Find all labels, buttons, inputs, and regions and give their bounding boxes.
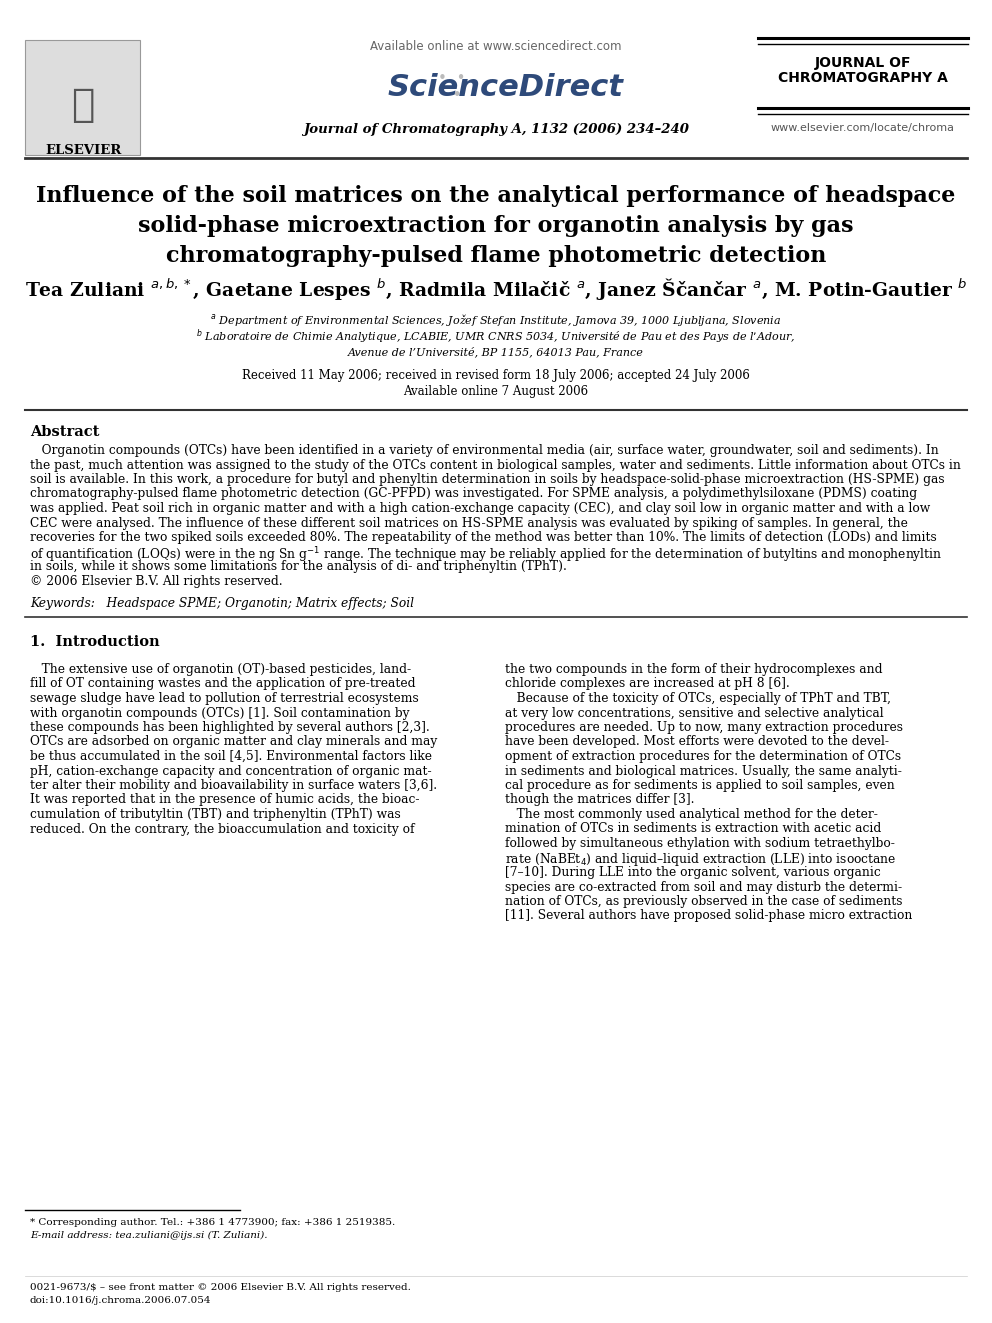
Text: recoveries for the two spiked soils exceeded 80%. The repeatability of the metho: recoveries for the two spiked soils exce… — [30, 531, 936, 544]
Text: Tea Zuliani $^{a,b,*}$, Gaetane Lespes $^{b}$, Radmila Milačič $^{a}$, Janez Šča: Tea Zuliani $^{a,b,*}$, Gaetane Lespes $… — [25, 277, 967, 303]
Text: chromatography-pulsed flame photometric detection (GC-PFPD) was investigated. Fo: chromatography-pulsed flame photometric … — [30, 487, 918, 500]
Text: [7–10]. During LLE into the organic solvent, various organic: [7–10]. During LLE into the organic solv… — [505, 867, 881, 878]
Text: fill of OT containing wastes and the application of pre-treated: fill of OT containing wastes and the app… — [30, 677, 416, 691]
Text: •  •
  •: • • • — [438, 71, 466, 103]
Text: CHROMATOGRAPHY A: CHROMATOGRAPHY A — [778, 71, 948, 85]
Text: ScienceDirect: ScienceDirect — [388, 74, 624, 102]
Text: CEC were analysed. The influence of these different soil matrices on HS-SPME ana: CEC were analysed. The influence of thes… — [30, 516, 908, 529]
Text: opment of extraction procedures for the determination of OTCs: opment of extraction procedures for the … — [505, 750, 901, 763]
Text: www.elsevier.com/locate/chroma: www.elsevier.com/locate/chroma — [771, 123, 955, 134]
Text: be thus accumulated in the soil [4,5]. Environmental factors like: be thus accumulated in the soil [4,5]. E… — [30, 750, 432, 763]
Text: * Corresponding author. Tel.: +386 1 4773900; fax: +386 1 2519385.: * Corresponding author. Tel.: +386 1 477… — [30, 1218, 395, 1226]
Text: 1.  Introduction: 1. Introduction — [30, 635, 160, 650]
Text: ter alter their mobility and bioavailability in surface waters [3,6].: ter alter their mobility and bioavailabi… — [30, 779, 437, 792]
Text: doi:10.1016/j.chroma.2006.07.054: doi:10.1016/j.chroma.2006.07.054 — [30, 1297, 211, 1304]
Text: at very low concentrations, sensitive and selective analytical: at very low concentrations, sensitive an… — [505, 706, 884, 720]
Text: in soils, while it shows some limitations for the analysis of di- and triphenylt: in soils, while it shows some limitation… — [30, 560, 566, 573]
Text: of quantification (LOQs) were in the ng Sn g$^{-1}$ range. The technique may be : of quantification (LOQs) were in the ng … — [30, 545, 942, 565]
Text: Received 11 May 2006; received in revised form 18 July 2006; accepted 24 July 20: Received 11 May 2006; received in revise… — [242, 369, 750, 382]
Text: Available online 7 August 2006: Available online 7 August 2006 — [404, 385, 588, 397]
Text: rate (NaBEt$_{4}$) and liquid–liquid extraction (LLE) into isooctane: rate (NaBEt$_{4}$) and liquid–liquid ext… — [505, 852, 897, 868]
Text: species are co-extracted from soil and may disturb the determi-: species are co-extracted from soil and m… — [505, 881, 902, 893]
Text: mination of OTCs in sediments is extraction with acetic acid: mination of OTCs in sediments is extract… — [505, 823, 881, 836]
Text: Abstract: Abstract — [30, 425, 99, 439]
Text: procedures are needed. Up to now, many extraction procedures: procedures are needed. Up to now, many e… — [505, 721, 903, 734]
Text: Organotin compounds (OTCs) have been identified in a variety of environmental me: Organotin compounds (OTCs) have been ide… — [30, 445, 938, 456]
Text: Available online at www.sciencedirect.com: Available online at www.sciencedirect.co… — [370, 41, 622, 53]
Text: The extensive use of organotin (OT)-based pesticides, land-: The extensive use of organotin (OT)-base… — [30, 663, 411, 676]
Text: sewage sludge have lead to pollution of terrestrial ecosystems: sewage sludge have lead to pollution of … — [30, 692, 419, 705]
Text: 0021-9673/$ – see front matter © 2006 Elsevier B.V. All rights reserved.: 0021-9673/$ – see front matter © 2006 El… — [30, 1283, 411, 1293]
Text: chromatography-pulsed flame photometric detection: chromatography-pulsed flame photometric … — [166, 245, 826, 267]
Text: though the matrices differ [3].: though the matrices differ [3]. — [505, 794, 694, 807]
Text: cal procedure as for sediments is applied to soil samples, even: cal procedure as for sediments is applie… — [505, 779, 895, 792]
Text: have been developed. Most efforts were devoted to the devel-: have been developed. Most efforts were d… — [505, 736, 889, 749]
Text: JOURNAL OF: JOURNAL OF — [814, 56, 912, 70]
Text: © 2006 Elsevier B.V. All rights reserved.: © 2006 Elsevier B.V. All rights reserved… — [30, 574, 283, 587]
Text: OTCs are adsorbed on organic matter and clay minerals and may: OTCs are adsorbed on organic matter and … — [30, 736, 437, 749]
Text: followed by simultaneous ethylation with sodium tetraethylbo-: followed by simultaneous ethylation with… — [505, 837, 895, 849]
Text: soil is available. In this work, a procedure for butyl and phenyltin determinati: soil is available. In this work, a proce… — [30, 474, 944, 486]
Text: the past, much attention was assigned to the study of the OTCs content in biolog: the past, much attention was assigned to… — [30, 459, 961, 471]
Text: E-mail address: tea.zuliani@ijs.si (T. Zuliani).: E-mail address: tea.zuliani@ijs.si (T. Z… — [30, 1230, 268, 1240]
Text: was applied. Peat soil rich in organic matter and with a high cation-exchange ca: was applied. Peat soil rich in organic m… — [30, 501, 930, 515]
Text: reduced. On the contrary, the bioaccumulation and toxicity of: reduced. On the contrary, the bioaccumul… — [30, 823, 415, 836]
Text: ELSEVIER: ELSEVIER — [45, 143, 121, 156]
Text: with organotin compounds (OTCs) [1]. Soil contamination by: with organotin compounds (OTCs) [1]. Soi… — [30, 706, 410, 720]
Text: [11]. Several authors have proposed solid-phase micro extraction: [11]. Several authors have proposed soli… — [505, 909, 913, 922]
Text: pH, cation-exchange capacity and concentration of organic mat-: pH, cation-exchange capacity and concent… — [30, 765, 432, 778]
FancyBboxPatch shape — [25, 40, 140, 155]
Text: Avenue de l’Université, BP 1155, 64013 Pau, France: Avenue de l’Université, BP 1155, 64013 P… — [348, 347, 644, 357]
Text: cumulation of tributyltin (TBT) and triphenyltin (TPhT) was: cumulation of tributyltin (TBT) and trip… — [30, 808, 401, 822]
Text: Because of the toxicity of OTCs, especially of TPhT and TBT,: Because of the toxicity of OTCs, especia… — [505, 692, 891, 705]
Text: these compounds has been highlighted by several authors [2,3].: these compounds has been highlighted by … — [30, 721, 430, 734]
Text: Journal of Chromatography A, 1132 (2006) 234–240: Journal of Chromatography A, 1132 (2006)… — [303, 123, 689, 136]
Text: $^{b}$ Laboratoire de Chimie Analytique, LCABIE, UMR CNRS 5034, Université de Pa: $^{b}$ Laboratoire de Chimie Analytique,… — [196, 328, 796, 347]
Text: $^{a}$ Department of Environmental Sciences, Jožef Stefan Institute, Jamova 39, : $^{a}$ Department of Environmental Scien… — [210, 312, 782, 328]
Text: 🌳: 🌳 — [71, 86, 94, 124]
Text: nation of OTCs, as previously observed in the case of sediments: nation of OTCs, as previously observed i… — [505, 894, 903, 908]
Text: Influence of the soil matrices on the analytical performance of headspace: Influence of the soil matrices on the an… — [37, 185, 955, 206]
Text: in sediments and biological matrices. Usually, the same analyti-: in sediments and biological matrices. Us… — [505, 765, 902, 778]
Text: solid-phase microextraction for organotin analysis by gas: solid-phase microextraction for organoti… — [138, 216, 854, 237]
Text: Keywords:   Headspace SPME; Organotin; Matrix effects; Soil: Keywords: Headspace SPME; Organotin; Mat… — [30, 597, 414, 610]
Text: chloride complexes are increased at pH 8 [6].: chloride complexes are increased at pH 8… — [505, 677, 790, 691]
Text: It was reported that in the presence of humic acids, the bioac-: It was reported that in the presence of … — [30, 794, 420, 807]
Text: The most commonly used analytical method for the deter-: The most commonly used analytical method… — [505, 808, 878, 822]
Text: the two compounds in the form of their hydrocomplexes and: the two compounds in the form of their h… — [505, 663, 883, 676]
